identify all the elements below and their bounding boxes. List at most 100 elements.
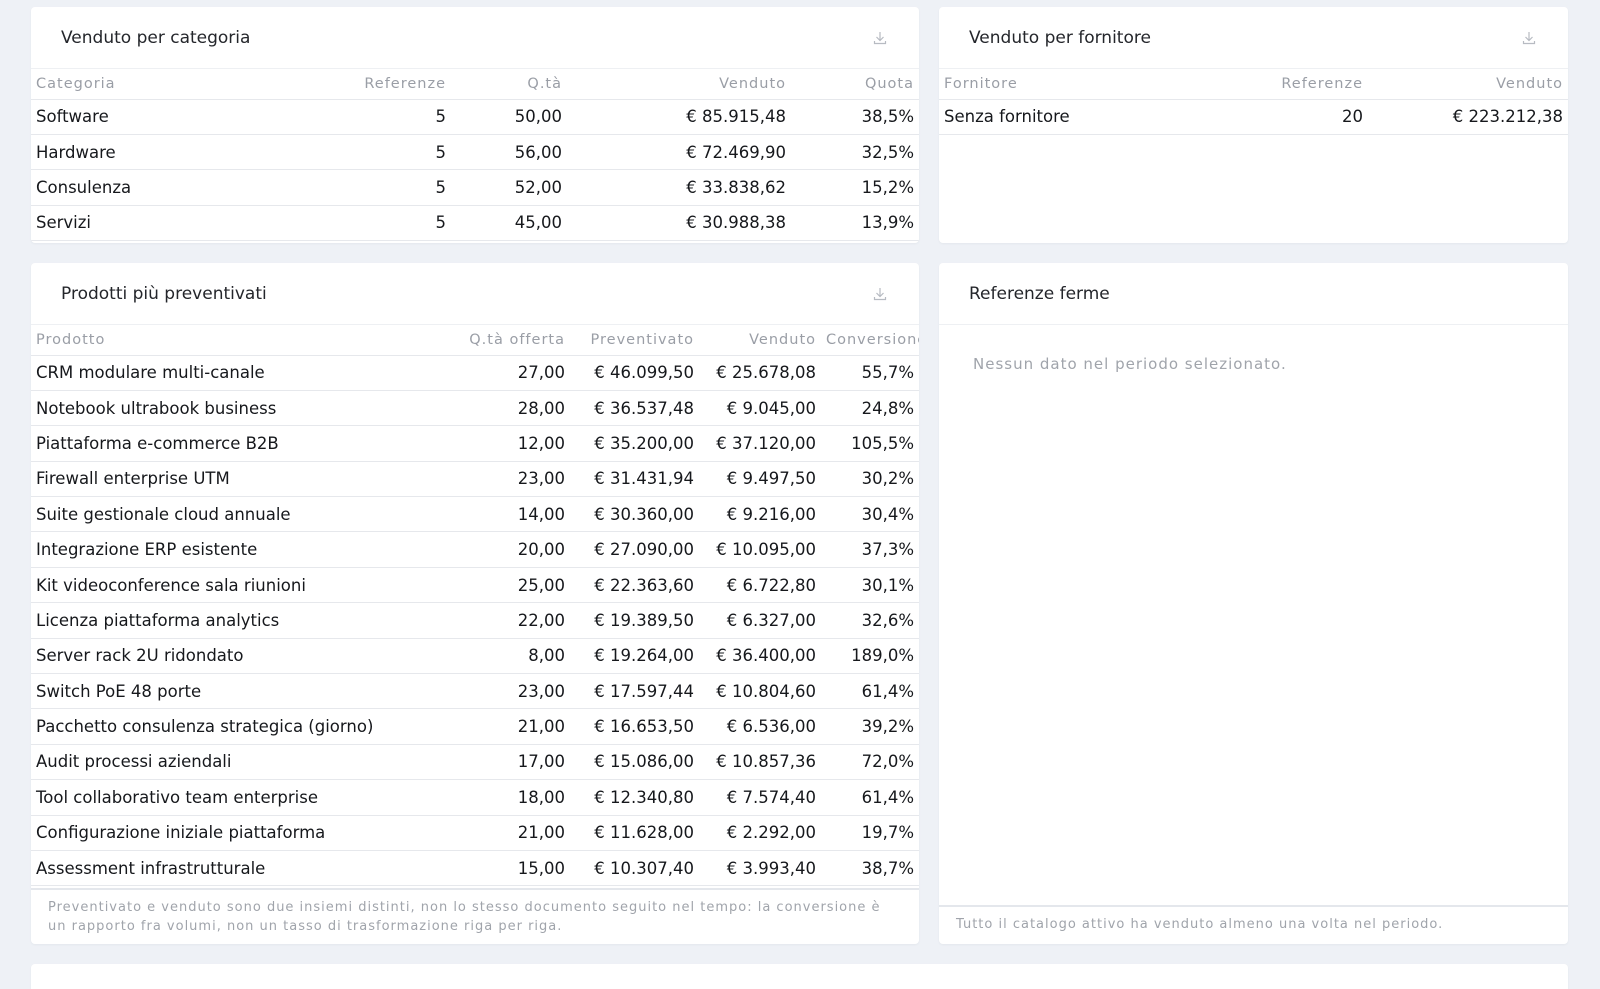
table-cell: 30,2% (821, 461, 919, 498)
table-cell: 14,00 (417, 496, 570, 533)
table-cell: € 11.628,00 (570, 815, 699, 851)
table-cell: 21,00 (417, 815, 570, 851)
table-cell: Integrazione ERP esistente (31, 531, 417, 568)
footnote: Tutto il catalogo attivo ha venduto alme… (939, 905, 1568, 944)
card-next-section (31, 964, 1568, 989)
table-cell: Pacchetto consulenza strategica (giorno) (31, 708, 417, 745)
table-cell: € 19.264,00 (570, 638, 699, 675)
column-header: Venduto (567, 69, 791, 100)
column-header: Q.tà offerta (417, 325, 570, 356)
table-cell: 56,00 (451, 134, 567, 171)
table-cell: Suite gestionale cloud annuale (31, 496, 417, 533)
table-row: Configurazione iniziale piattaforma 21,00… (31, 815, 919, 851)
table-cell: 23,00 (417, 673, 570, 710)
table-cell: 189,0% (821, 638, 919, 675)
table-cell: 55,7% (821, 355, 919, 391)
table-row: Software 5 50,00 € 85.915,48 38,5% (31, 99, 919, 135)
table-row: Consulenza 5 52,00 € 33.838,62 15,2% (31, 169, 919, 206)
column-header: Referenze (1239, 69, 1368, 100)
table-cell: Consulenza (31, 169, 241, 206)
card-header: Prodotti più preventivati (31, 263, 919, 325)
table-cell: 25,00 (417, 567, 570, 604)
table-cell: € 25.678,08 (699, 355, 821, 391)
table-cell: € 36.400,00 (699, 638, 821, 675)
table-row: Hardware 5 56,00 € 72.469,90 32,5% (31, 134, 919, 171)
table-row: Tool collaborativo team enterprise 18,00 €… (31, 779, 919, 816)
table-cell: € 31.431,94 (570, 461, 699, 498)
table-cell: € 37.120,00 (699, 425, 821, 462)
table-row: Firewall enterprise UTM 23,00 € 31.431,94 €… (31, 461, 919, 498)
table-row: Pacchetto consulenza strategica (giorno)… (31, 708, 919, 745)
table-cell: 8,00 (417, 638, 570, 675)
table-cell: 19,7% (821, 815, 919, 851)
table-cell: 24,8% (821, 390, 919, 427)
download-icon[interactable] (871, 29, 889, 47)
supplier-table: Fornitore Referenze Venduto Senza fornitor… (939, 69, 1568, 135)
card-title: Referenze ferme (969, 283, 1110, 304)
table-row: CRM modulare multi-canale 27,00 € 46.099,5… (31, 355, 919, 391)
table-cell: € 15.086,00 (570, 744, 699, 781)
table-row: Audit processi aziendali 17,00 € 15.086,00… (31, 744, 919, 781)
table-cell: € 3.993,40 (699, 850, 821, 887)
column-header: Venduto (699, 325, 821, 356)
table-cell: 32,6% (821, 602, 919, 639)
table-cell: 39,2% (821, 708, 919, 745)
table-cell: Tool collaborativo team enterprise (31, 779, 417, 816)
table-cell: € 10.857,36 (699, 744, 821, 781)
table-cell: € 72.469,90 (567, 134, 791, 171)
table-cell: € 223.212,38 (1368, 99, 1568, 135)
table-cell: Software (31, 99, 241, 135)
table-cell: € 27.090,00 (570, 531, 699, 568)
table-cell: Piattaforma e-commerce B2B (31, 425, 417, 462)
table-row: Piattaforma e-commerce B2B 12,00 € 35.200,… (31, 425, 919, 462)
table-cell: Assessment infrastrutturale (31, 850, 417, 887)
column-header: Q.tà (451, 69, 567, 100)
table-cell: 22,00 (417, 602, 570, 639)
table-cell: € 10.095,00 (699, 531, 821, 568)
table-cell: € 33.838,62 (567, 169, 791, 206)
table-cell: 17,00 (417, 744, 570, 781)
table-cell: Licenza piattaforma analytics (31, 602, 417, 639)
table-cell: 72,0% (821, 744, 919, 781)
table-cell: 32,5% (791, 134, 919, 171)
table-cell: 21,00 (417, 708, 570, 745)
table-cell: 27,00 (417, 355, 570, 391)
table-cell: 23,00 (417, 461, 570, 498)
table-cell: Audit processi aziendali (31, 744, 417, 781)
table-cell: Servizi (31, 205, 241, 242)
table-cell: € 22.363,60 (570, 567, 699, 604)
column-header: Prodotto (31, 325, 417, 356)
table-cell: 12,00 (417, 425, 570, 462)
table-row: Licenza piattaforma analytics 22,00 € 19.3… (31, 602, 919, 639)
column-header: Conversione (821, 325, 919, 356)
table-cell: 45,00 (451, 205, 567, 242)
table-cell: Server rack 2U ridondato (31, 638, 417, 675)
table-cell: € 85.915,48 (567, 99, 791, 135)
table-cell: 30,4% (821, 496, 919, 533)
table-cell: € 12.340,80 (570, 779, 699, 816)
table-cell: 15,00 (417, 850, 570, 887)
table-cell: € 7.574,40 (699, 779, 821, 816)
table-cell: € 19.389,50 (570, 602, 699, 639)
card-stale-references: Referenze ferme Nessun dato nel periodo … (939, 263, 1568, 944)
table-cell: € 9.497,50 (699, 461, 821, 498)
table-cell: 61,4% (821, 779, 919, 816)
table-cell: 20,00 (417, 531, 570, 568)
table-cell: € 35.200,00 (570, 425, 699, 462)
download-icon[interactable] (871, 285, 889, 303)
table-cell: Switch PoE 48 porte (31, 673, 417, 710)
table-cell: CRM modulare multi-canale (31, 355, 417, 391)
table-cell: € 2.292,00 (699, 815, 821, 851)
table-cell: Firewall enterprise UTM (31, 461, 417, 498)
table-cell: Configurazione iniziale piattaforma (31, 815, 417, 851)
column-header: Fornitore (939, 69, 1239, 100)
table-cell: 50,00 (451, 99, 567, 135)
table-cell: 20 (1239, 99, 1368, 135)
table-cell: € 9.216,00 (699, 496, 821, 533)
download-icon[interactable] (1520, 29, 1538, 47)
card-title: Venduto per fornitore (969, 27, 1151, 48)
table-cell: 38,5% (791, 99, 919, 135)
table-cell: 61,4% (821, 673, 919, 710)
table-cell: Kit videoconference sala riunioni (31, 567, 417, 604)
card-title: Prodotti più preventivati (61, 283, 267, 304)
